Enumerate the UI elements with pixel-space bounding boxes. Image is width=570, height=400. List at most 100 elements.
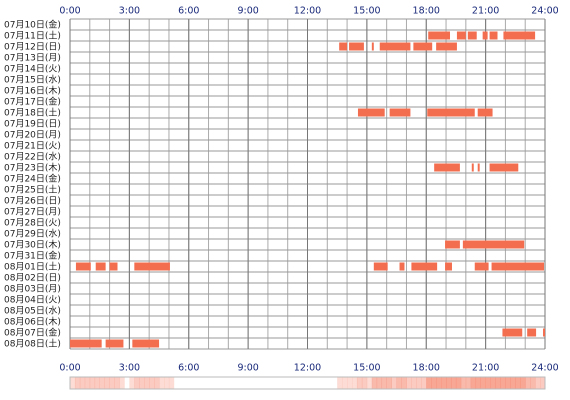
density-cell [337, 377, 343, 389]
activity-bar [134, 262, 170, 271]
row-label: 08月01日(土) [4, 261, 61, 273]
x-tick-label: 6:00 [178, 6, 199, 17]
density-cell [84, 377, 91, 389]
x-tick-label: 9:00 [237, 363, 258, 374]
activity-bar [427, 108, 475, 117]
row-label: 07月20日(月) [4, 130, 61, 141]
density-cell [416, 377, 422, 389]
density-cell [406, 377, 412, 389]
x-tick-label: 18:00 [413, 363, 440, 374]
density-cell [376, 377, 383, 389]
activity-bar [349, 42, 364, 51]
density-cell [74, 377, 81, 389]
row-label: 08月02日(日) [4, 273, 61, 284]
x-tick-label: 21:00 [472, 363, 499, 374]
density-cell [386, 377, 392, 389]
row-label: 07月14日(火) [4, 64, 61, 75]
x-tick-label: 3:00 [119, 6, 140, 17]
row-label: 08月06日(木) [4, 316, 61, 328]
density-cell [500, 377, 506, 389]
row-label: 08月03日(月) [4, 284, 61, 295]
density-cell [347, 377, 353, 389]
x-tick-label: 0:00 [59, 363, 80, 374]
density-cell [119, 377, 125, 389]
row-label: 07月25日(土) [4, 184, 61, 196]
density-cell [391, 377, 397, 389]
density-cell [426, 377, 432, 389]
activity-bar [462, 240, 525, 249]
density-cell [505, 377, 511, 389]
row-label: 07月30日(木) [4, 239, 61, 251]
row-label: 07月26日(日) [4, 196, 61, 207]
density-cell [510, 377, 516, 389]
density-cell [366, 377, 373, 389]
activity-bar [482, 31, 488, 40]
activity-bar [477, 108, 493, 117]
density-strip-border [69, 376, 546, 390]
row-label: 07月19日(日) [4, 119, 61, 130]
density-cell [446, 377, 452, 389]
activity-bar [502, 328, 523, 337]
activity-bar [445, 262, 452, 271]
density-cell [396, 377, 402, 389]
density-cell [455, 377, 462, 389]
density-cell [401, 377, 407, 389]
density-cell [525, 377, 531, 389]
activity-bar [456, 31, 466, 40]
row-label: 07月24日(金) [4, 173, 61, 185]
activity-bar [471, 163, 474, 172]
density-cell [431, 377, 437, 389]
density-cell [485, 377, 491, 389]
row-label: 07月15日(水) [4, 74, 61, 86]
row-label: 07月12日(日) [4, 42, 61, 53]
density-cell [361, 377, 368, 389]
density-cell [134, 377, 140, 389]
density-cell [535, 377, 541, 389]
x-tick-label: 6:00 [178, 363, 199, 374]
density-cell [144, 377, 150, 389]
activity-bar [132, 339, 160, 348]
row-label: 07月16日(木) [4, 85, 61, 97]
activity-bar [503, 31, 536, 40]
x-tick-label: 9:00 [237, 6, 258, 17]
row-label: 07月17日(金) [4, 96, 61, 108]
activity-bar [70, 339, 102, 348]
density-cell [411, 377, 417, 389]
activity-bar [489, 31, 498, 40]
activity-bar [95, 262, 106, 271]
activity-bar [436, 42, 457, 51]
row-label: 07月18日(土) [4, 107, 61, 119]
row-label: 08月05日(水) [4, 305, 61, 317]
density-cell [540, 377, 546, 389]
density-cell [154, 377, 160, 389]
activity-bar [399, 262, 405, 271]
density-cell [465, 377, 472, 389]
density-cell [470, 377, 477, 389]
row-label: 07月21日(火) [4, 141, 61, 152]
density-cell [490, 377, 496, 389]
density-cell [99, 377, 105, 389]
x-tick-label: 12:00 [294, 363, 321, 374]
activity-bar [491, 262, 545, 271]
row-label: 08月04日(火) [4, 295, 61, 306]
density-cell [129, 377, 135, 389]
density-cell [342, 377, 348, 389]
density-cell [436, 377, 442, 389]
row-label: 07月31日(金) [4, 250, 61, 262]
activity-bar [527, 328, 537, 337]
x-tick-label: 24:00 [531, 363, 558, 374]
density-cell [168, 377, 175, 389]
density-cell [520, 377, 526, 389]
activity-bar [467, 31, 477, 40]
density-cell [352, 377, 358, 389]
density-cell [515, 377, 521, 389]
activity-bar [411, 262, 438, 271]
x-tick-label: 15:00 [353, 6, 380, 17]
activity-bar [428, 31, 450, 40]
density-cell [480, 377, 486, 389]
density-cell [109, 377, 115, 389]
density-cell [495, 377, 501, 389]
density-cell [164, 377, 170, 389]
x-tick-label: 21:00 [472, 6, 499, 17]
density-cell [114, 377, 120, 389]
